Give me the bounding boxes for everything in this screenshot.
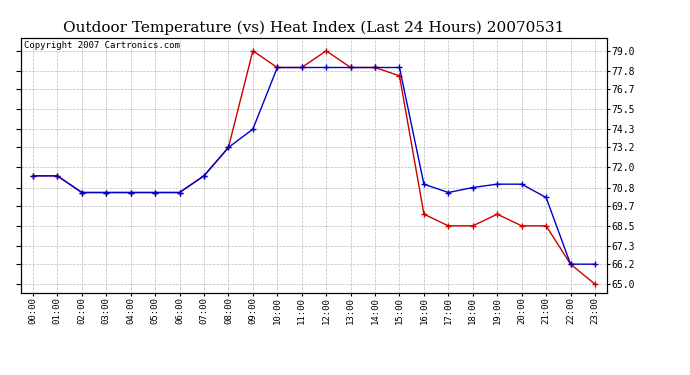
Title: Outdoor Temperature (vs) Heat Index (Last 24 Hours) 20070531: Outdoor Temperature (vs) Heat Index (Las…: [63, 21, 564, 35]
Text: Copyright 2007 Cartronics.com: Copyright 2007 Cartronics.com: [23, 41, 179, 50]
